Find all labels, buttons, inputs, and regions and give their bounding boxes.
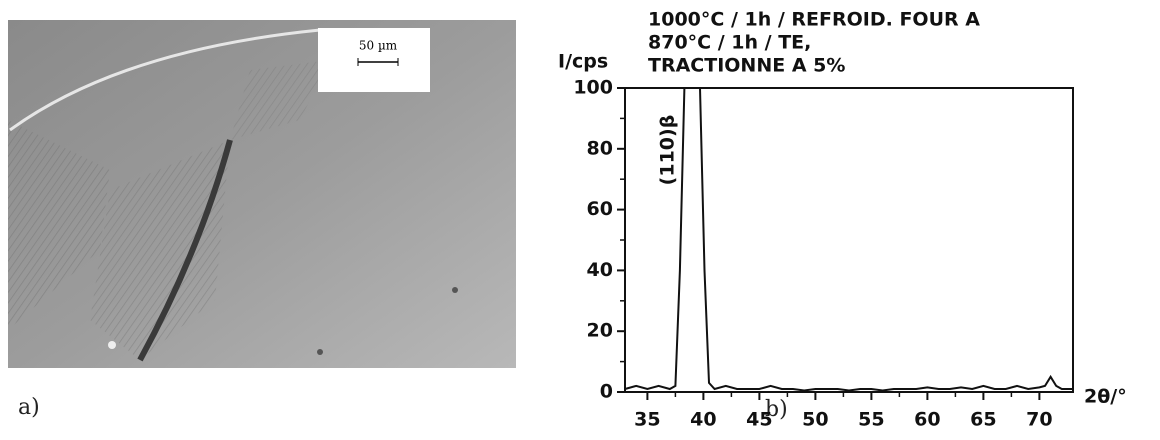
micrograph: 50 µm: [8, 20, 516, 368]
x-tick-label: 70: [1026, 409, 1052, 431]
y-axis-label: I/cps: [558, 51, 608, 73]
y-tick-label: 0: [600, 381, 613, 403]
data-line: [624, 87, 1073, 392]
x-tick-label: 45: [746, 409, 772, 431]
x-tick-label: 55: [858, 409, 884, 431]
x-axis-label: 2θ/°: [1084, 386, 1127, 408]
chart-title: 1000°C / 1h / REFROID. FOUR A: [648, 9, 980, 31]
y-tick-label: 100: [573, 77, 613, 99]
x-tick-label: 35: [634, 409, 660, 431]
peak-annotation: (110)β: [657, 115, 679, 186]
panel-label: a): [18, 395, 40, 420]
x-tick-label: 50: [802, 409, 828, 431]
y-tick-label: 40: [587, 259, 613, 281]
x-tick-label: 40: [690, 409, 716, 431]
scale-bar-label: 50 µm: [359, 39, 398, 53]
y-tick-label: 80: [587, 137, 613, 159]
x-tick-label: 65: [970, 409, 996, 431]
chart-title: TRACTIONNE A 5%: [648, 55, 845, 77]
x-tick-label: 60: [914, 409, 940, 431]
plot-frame: [624, 87, 1074, 393]
y-tick-label: 20: [587, 320, 613, 342]
y-tick-label: 60: [587, 198, 613, 220]
panel-label: b): [765, 397, 788, 422]
chart-title: 870°C / 1h / TE,: [648, 32, 811, 54]
